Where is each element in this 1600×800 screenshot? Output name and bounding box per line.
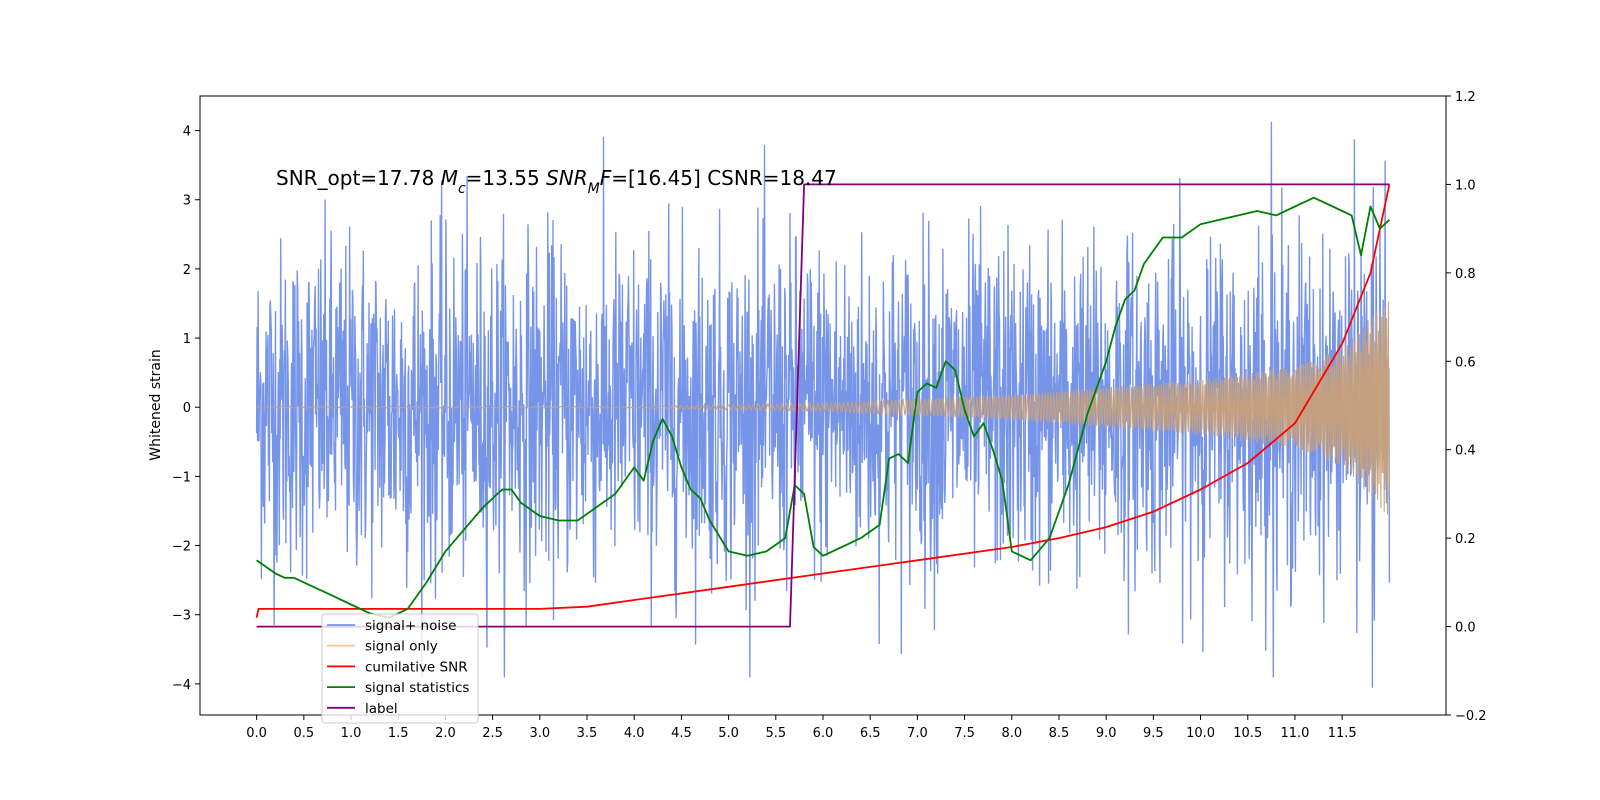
y-right-tick-label: 1.2	[1455, 90, 1476, 105]
legend-label: signal only	[365, 639, 438, 655]
legend-label: signal statistics	[365, 680, 469, 696]
x-tick-label: 2.0	[435, 726, 456, 741]
y-left-tick-label: 3	[183, 194, 191, 209]
annotation-part: SNR	[546, 166, 588, 190]
x-tick-label: 0.5	[293, 726, 314, 741]
y-right-tick-label: 0.6	[1455, 355, 1476, 370]
annotation-part: c	[458, 181, 466, 197]
annotation-part: F	[600, 166, 612, 190]
y-axis-right: −0.2 0.0 0.2 0.4 0.6 0.8 1.0 1.2	[1446, 90, 1487, 724]
series-signal-only	[256, 301, 1390, 515]
annotation-part: SNR_opt=17.78	[276, 166, 441, 190]
legend-label: signal+ noise	[365, 618, 456, 634]
x-tick-label: 8.0	[1001, 726, 1022, 741]
series-signal-plus-noise	[255, 121, 1391, 688]
y-left-tick-label: −4	[172, 678, 191, 693]
annotation-part: M	[588, 181, 600, 197]
x-tick-label: 6.0	[813, 726, 834, 741]
y-axis-left: −4 −3 −2 −1 0 1 2 3 4	[172, 125, 200, 693]
y-right-tick-label: −0.2	[1455, 709, 1487, 724]
y-axis-label: Whitened strain	[148, 349, 164, 460]
y-right-tick-label: 1.0	[1455, 178, 1476, 193]
y-left-tick-label: −1	[172, 470, 191, 485]
x-tick-label: 9.5	[1143, 726, 1164, 741]
x-tick-label: 0.0	[246, 726, 267, 741]
x-tick-label: 4.5	[671, 726, 692, 741]
x-tick-label: 8.5	[1049, 726, 1070, 741]
x-tick-label: 7.0	[907, 726, 928, 741]
y-right-tick-label: 0.8	[1455, 267, 1476, 282]
y-left-tick-label: 4	[183, 125, 191, 140]
legend: signal+ noise signal only cumilative SNR si…	[321, 613, 479, 724]
legend-label: cumilative SNR	[365, 659, 468, 675]
series-signal-statistics	[256, 196, 1391, 619]
legend-box	[321, 613, 479, 724]
x-axis: 0.0 0.5 1.0 1.5 2.0 2.5 3.0 3.5 4.0 4.5 5.0 5.5 6.0 6…	[246, 715, 1357, 741]
x-tick-label: 9.0	[1096, 726, 1117, 741]
y-left-tick-label: −3	[172, 609, 191, 624]
x-tick-label: 10.5	[1233, 726, 1262, 741]
x-tick-label: 5.0	[718, 726, 739, 741]
x-tick-label: 11.5	[1328, 726, 1357, 741]
y-left-tick-label: 1	[183, 332, 191, 347]
y-left-tick-label: 2	[183, 263, 191, 278]
x-tick-label: 3.0	[529, 726, 550, 741]
y-left-tick-label: 0	[183, 401, 191, 416]
y-left-tick-label: −2	[172, 540, 191, 555]
x-tick-label: 1.0	[341, 726, 362, 741]
x-tick-label: 4.0	[624, 726, 645, 741]
series-layer	[255, 121, 1391, 688]
series-cumulative-snr	[255, 184, 1391, 618]
x-tick-label: 10.0	[1186, 726, 1215, 741]
annotation-part: =[16.45] CSNR=18.47	[611, 166, 837, 190]
y-right-tick-label: 0.2	[1455, 532, 1476, 547]
x-tick-label: 11.0	[1280, 726, 1309, 741]
chart-annotation: SNR_opt=17.78 Mc=13.55 SNRMF=[16.45] CSN…	[276, 166, 837, 197]
annotation-part: =13.55	[466, 166, 546, 190]
x-tick-label: 7.5	[954, 726, 975, 741]
y-right-tick-label: 0.4	[1455, 444, 1476, 459]
y-right-tick-label: 0.0	[1455, 621, 1476, 636]
legend-label: label	[365, 701, 398, 717]
annotation-part: M	[441, 166, 458, 190]
series-label	[256, 183, 1390, 628]
x-tick-label: 1.5	[388, 726, 409, 741]
x-tick-label: 5.5	[765, 726, 786, 741]
x-tick-label: 3.5	[577, 726, 598, 741]
x-tick-label: 6.5	[860, 726, 881, 741]
x-tick-label: 2.5	[482, 726, 503, 741]
